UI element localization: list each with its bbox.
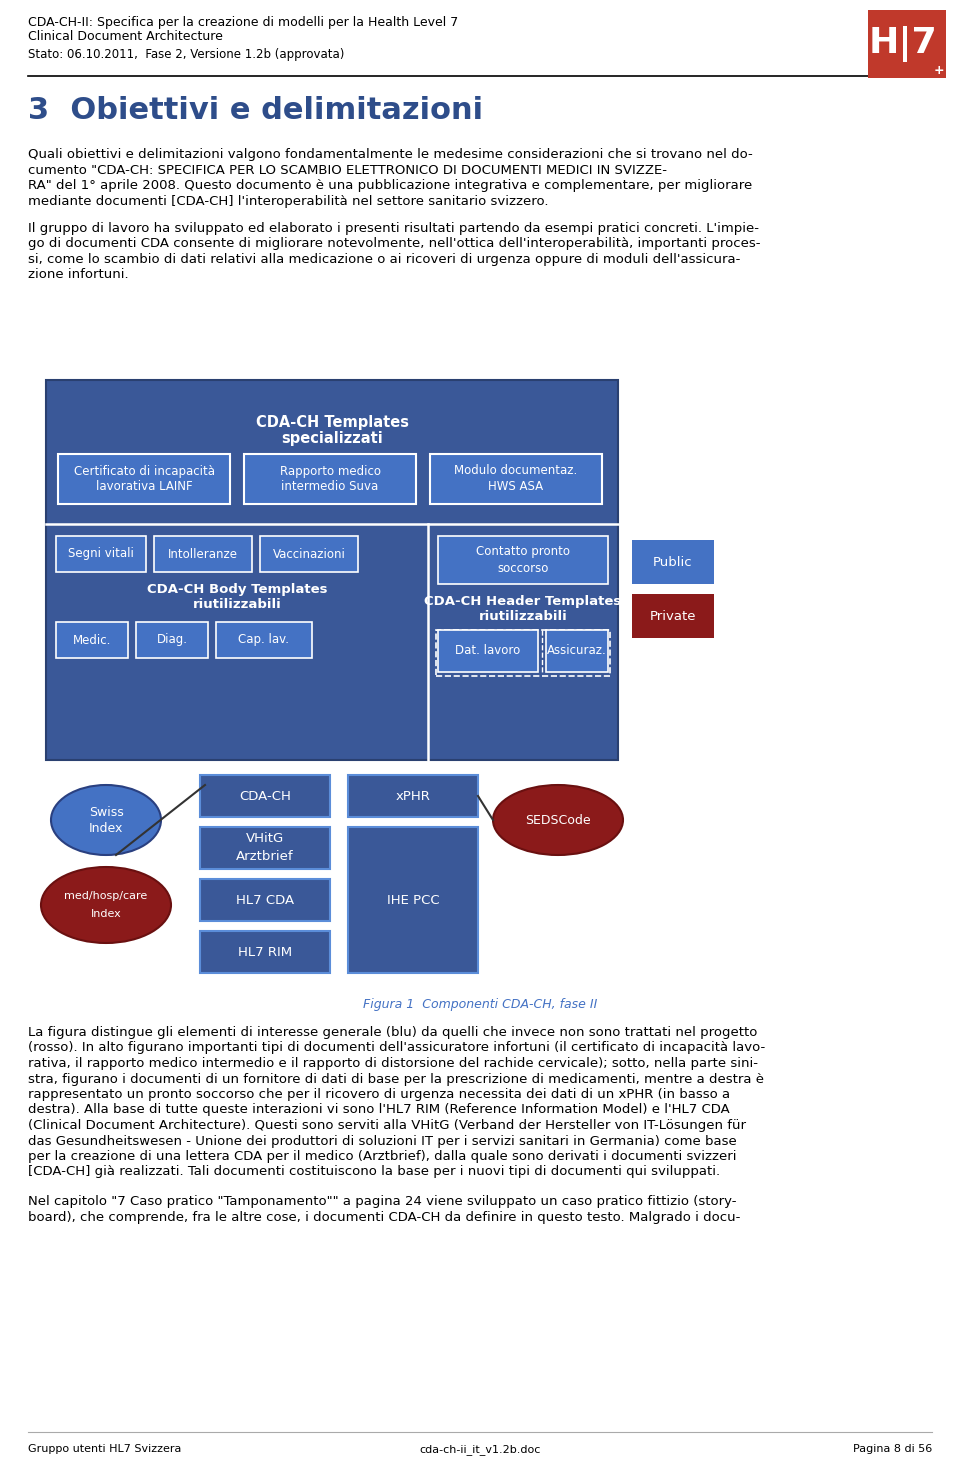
Text: Public: Public: [653, 555, 693, 568]
Text: destra). Alla base di tutte queste interazioni vi sono l'HL7 RIM (Reference Info: destra). Alla base di tutte queste inter…: [28, 1103, 730, 1116]
Bar: [200, 879, 330, 921]
Text: Assicuraz.: Assicuraz.: [547, 645, 607, 658]
Text: (Clinical Document Architecture). Questi sono serviti alla VHitG (Verband der He: (Clinical Document Architecture). Questi…: [28, 1119, 746, 1132]
Text: SEDSCode: SEDSCode: [525, 813, 590, 826]
Text: Vaccinazioni: Vaccinazioni: [273, 548, 346, 561]
Bar: [348, 775, 478, 817]
Text: Figura 1  Componenti CDA-CH, fase II: Figura 1 Componenti CDA-CH, fase II: [363, 998, 597, 1011]
Text: 3  Obiettivi e delimitazioni: 3 Obiettivi e delimitazioni: [28, 97, 483, 125]
Bar: [438, 630, 538, 672]
Text: Gruppo utenti HL7 Svizzera: Gruppo utenti HL7 Svizzera: [28, 1444, 181, 1453]
Text: go di documenti CDA consente di migliorare notevolmente, nell'ottica dell'intero: go di documenti CDA consente di migliora…: [28, 237, 760, 251]
Text: intermedio Suva: intermedio Suva: [281, 481, 378, 494]
Bar: [632, 541, 714, 585]
Text: (rosso). In alto figurano importanti tipi di documenti dell'assicuratore infortu: (rosso). In alto figurano importanti tip…: [28, 1042, 765, 1055]
Text: La figura distingue gli elementi di interesse generale (blu) da quelli che invec: La figura distingue gli elementi di inte…: [28, 1026, 757, 1039]
Text: Stato: 06.10.2011,  Fase 2, Versione 1.2b (approvata): Stato: 06.10.2011, Fase 2, Versione 1.2b…: [28, 48, 345, 62]
Text: lavorativa LAINF: lavorativa LAINF: [96, 481, 192, 494]
Bar: [216, 623, 312, 658]
Bar: [244, 454, 416, 504]
Text: CDA-CH Body Templates: CDA-CH Body Templates: [147, 583, 327, 596]
Bar: [56, 623, 128, 658]
Text: CDA-CH: CDA-CH: [239, 790, 291, 803]
Text: Arztbrief: Arztbrief: [236, 851, 294, 863]
Bar: [436, 630, 610, 675]
Text: xPHR: xPHR: [396, 790, 430, 803]
Text: CDA-CH-II: Specifica per la creazione di modelli per la Health Level 7: CDA-CH-II: Specifica per la creazione di…: [28, 16, 458, 29]
Text: Index: Index: [89, 822, 123, 835]
Text: mediante documenti [CDA-CH] l'interoperabilità nel settore sanitario svizzero.: mediante documenti [CDA-CH] l'interopera…: [28, 195, 548, 208]
Text: cumento "CDA-CH: SPECIFICA PER LO SCAMBIO ELETTRONICO DI DOCUMENTI MEDICI IN SVI: cumento "CDA-CH: SPECIFICA PER LO SCAMBI…: [28, 164, 667, 176]
Text: Diag.: Diag.: [156, 633, 187, 646]
Bar: [200, 828, 330, 869]
Text: med/hosp/care: med/hosp/care: [64, 891, 148, 901]
Text: Contatto pronto: Contatto pronto: [476, 545, 570, 558]
Text: HL7 CDA: HL7 CDA: [236, 894, 294, 907]
Bar: [260, 536, 358, 571]
Text: Rapporto medico: Rapporto medico: [279, 464, 380, 478]
Text: riutilizzabili: riutilizzabili: [193, 599, 281, 611]
Text: per la creazione di una lettera CDA per il medico (Arztbrief), dalla quale sono : per la creazione di una lettera CDA per …: [28, 1150, 736, 1163]
Ellipse shape: [41, 867, 171, 943]
Text: board), che comprende, fra le altre cose, i documenti CDA-CH da definire in ques: board), che comprende, fra le altre cose…: [28, 1210, 740, 1223]
Text: Il gruppo di lavoro ha sviluppato ed elaborato i presenti risultati partendo da : Il gruppo di lavoro ha sviluppato ed ela…: [28, 223, 759, 234]
Text: Cap. lav.: Cap. lav.: [238, 633, 290, 646]
Text: HL7 RIM: HL7 RIM: [238, 945, 292, 958]
Bar: [46, 379, 618, 760]
Ellipse shape: [493, 785, 623, 856]
Bar: [200, 930, 330, 973]
Bar: [546, 630, 608, 672]
Text: +: +: [934, 64, 945, 78]
Bar: [154, 536, 252, 571]
Text: CDA-CH Header Templates: CDA-CH Header Templates: [424, 595, 622, 608]
Text: Nel capitolo "7 Caso pratico "Tamponamento"" a pagina 24 viene sviluppato un cas: Nel capitolo "7 Caso pratico "Tamponamen…: [28, 1195, 736, 1209]
Text: Swiss: Swiss: [88, 806, 124, 819]
Bar: [868, 10, 946, 78]
Text: si, come lo scambio di dati relativi alla medicazione o ai ricoveri di urgenza o: si, come lo scambio di dati relativi all…: [28, 253, 740, 267]
Text: Quali obiettivi e delimitazioni valgono fondamentalmente le medesime considerazi: Quali obiettivi e delimitazioni valgono …: [28, 148, 753, 161]
Text: rativa, il rapporto medico intermedio e il rapporto di distorsione del rachide c: rativa, il rapporto medico intermedio e …: [28, 1058, 758, 1069]
Text: Dat. lavoro: Dat. lavoro: [455, 645, 520, 658]
Text: CDA-CH Templates: CDA-CH Templates: [255, 415, 409, 429]
Text: VHitG: VHitG: [246, 832, 284, 845]
Text: cda-ch-ii_it_v1.2b.doc: cda-ch-ii_it_v1.2b.doc: [420, 1444, 540, 1455]
Bar: [56, 536, 146, 571]
Text: Index: Index: [90, 908, 121, 919]
Bar: [136, 623, 208, 658]
Text: soccorso: soccorso: [497, 563, 549, 576]
Text: RA" del 1° aprile 2008. Questo documento è una pubblicazione integrativa e compl: RA" del 1° aprile 2008. Questo documento…: [28, 179, 753, 192]
Text: HWS ASA: HWS ASA: [489, 481, 543, 494]
Text: rappresentato un pronto soccorso che per il ricovero di urgenza necessita dei da: rappresentato un pronto soccorso che per…: [28, 1088, 731, 1102]
Text: Modulo documentaz.: Modulo documentaz.: [454, 464, 578, 478]
Text: Private: Private: [650, 609, 696, 623]
Bar: [632, 593, 714, 637]
Bar: [348, 828, 478, 973]
Text: zione infortuni.: zione infortuni.: [28, 268, 129, 281]
Bar: [58, 454, 230, 504]
Text: specializzati: specializzati: [281, 431, 383, 445]
Text: IHE PCC: IHE PCC: [387, 894, 440, 907]
Bar: [430, 454, 602, 504]
Ellipse shape: [51, 785, 161, 856]
Text: das Gesundheitswesen - Unione dei produttori di soluzioni IT per i servizi sanit: das Gesundheitswesen - Unione dei produt…: [28, 1134, 736, 1147]
Text: Certificato di incapacità: Certificato di incapacità: [74, 464, 214, 478]
Text: H|7: H|7: [869, 26, 938, 62]
Text: Medic.: Medic.: [73, 633, 111, 646]
Bar: [438, 536, 608, 585]
Text: stra, figurano i documenti di un fornitore di dati di base per la prescrizione d: stra, figurano i documenti di un fornito…: [28, 1072, 764, 1086]
Bar: [200, 775, 330, 817]
Text: riutilizzabili: riutilizzabili: [479, 611, 567, 624]
Text: Segni vitali: Segni vitali: [68, 548, 134, 561]
Text: Pagina 8 di 56: Pagina 8 di 56: [852, 1444, 932, 1453]
Text: Clinical Document Architecture: Clinical Document Architecture: [28, 29, 223, 42]
Text: [CDA-CH] già realizzati. Tali documenti costituiscono la base per i nuovi tipi d: [CDA-CH] già realizzati. Tali documenti …: [28, 1166, 720, 1178]
Text: Intolleranze: Intolleranze: [168, 548, 238, 561]
